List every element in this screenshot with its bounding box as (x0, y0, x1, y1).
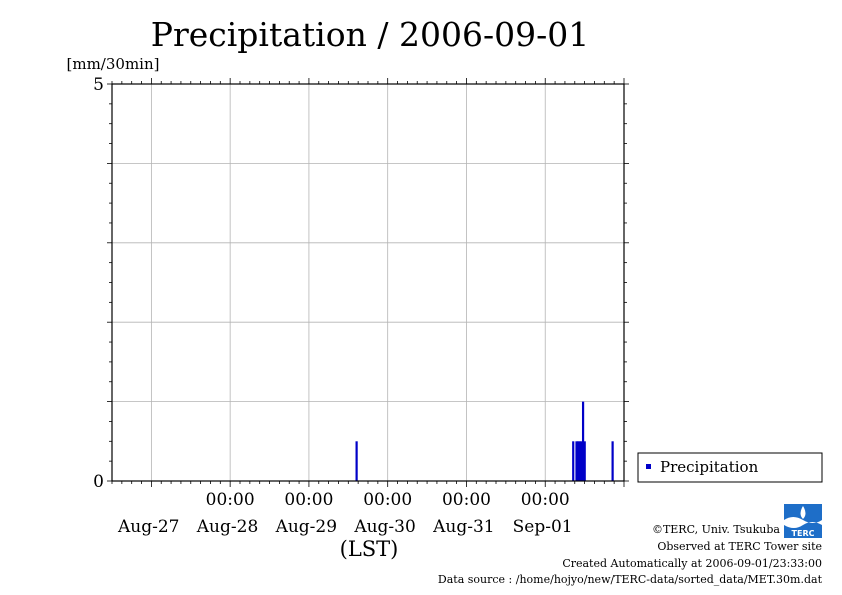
y-axis-labels: 50 (93, 75, 104, 492)
x-axis-labels: 00:00 Aug-27 00:00 Aug-28 00:00 Aug-29 00:00 Au… (117, 490, 573, 537)
created-text: Created Automatically at 2006-09-01/23:3… (562, 557, 822, 570)
legend: Precipitation (637, 452, 823, 483)
x-tick-date-label: Aug-27 (117, 517, 179, 537)
x-tick-date-label: Aug-30 (353, 517, 415, 537)
logo-drop (800, 506, 806, 519)
legend-label: Precipitation (660, 458, 759, 476)
plot-frame (111, 83, 625, 482)
x-tick-time-label: 00:00 (284, 490, 333, 510)
x-tick-time-label: 00:00 (521, 490, 570, 510)
x-tick-date-label: Sep-01 (513, 517, 573, 537)
y-axis-unit-label: [mm/30min] (67, 55, 160, 73)
precipitation-bar (581, 401, 585, 481)
precipitation-bar (611, 441, 614, 481)
precipitation-bar (575, 441, 578, 481)
x-tick-date-label: Aug-28 (196, 517, 258, 537)
logo-text: TERC (792, 529, 815, 538)
data-source-text: Data source : /home/hojyo/new/TERC-data/… (438, 573, 823, 586)
ticks (107, 78, 629, 487)
legend-swatch (646, 464, 651, 469)
logo-wave (784, 517, 822, 528)
x-tick-time-label: 00:00 (206, 490, 255, 510)
precipitation-bar (355, 441, 358, 481)
x-axis-label: (LST) (340, 537, 399, 561)
x-tick-date-label: Aug-31 (432, 517, 494, 537)
observed-text: Observed at TERC Tower site (657, 540, 822, 553)
precipitation-bar (577, 441, 580, 481)
x-tick-date-label: Aug-29 (275, 517, 337, 537)
bars (355, 401, 614, 481)
y-tick-label: 5 (93, 75, 104, 95)
copyright-text: ©TERC, Univ. Tsukuba (652, 523, 780, 536)
precipitation-bar (583, 441, 586, 481)
legend-box (637, 452, 823, 483)
precipitation-bar (572, 441, 575, 481)
y-tick-label: 0 (93, 472, 104, 492)
x-tick-time-label: 00:00 (363, 490, 412, 510)
precipitation-bar (580, 441, 583, 481)
chart-title: Precipitation / 2006-09-01 (151, 15, 589, 54)
terc-logo: TERC (784, 504, 822, 538)
grid (112, 84, 624, 481)
precipitation-bar (578, 441, 581, 481)
x-tick-time-label: 00:00 (442, 490, 491, 510)
